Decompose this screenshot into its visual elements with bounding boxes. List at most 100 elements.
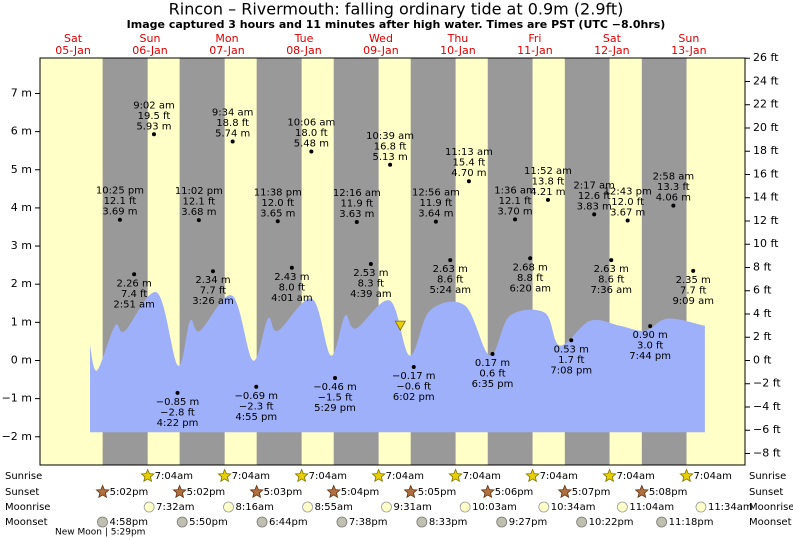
extreme-label: 7.7 ft (680, 285, 706, 296)
extreme-dot (289, 265, 294, 270)
extreme-label: 8.8 ft (517, 273, 543, 284)
extreme-label: 15.4 ft (453, 158, 486, 169)
extreme-label: 12:16 am (333, 188, 381, 199)
extreme-dot (648, 324, 653, 329)
extreme-label: 8.0 ft (279, 282, 305, 293)
day-weekday: Tue (294, 32, 314, 45)
sunset-time: 5:02pm (187, 487, 226, 498)
day-date: 09-Jan (363, 44, 399, 57)
extreme-label: 2.34 m (195, 275, 230, 286)
extreme-label: 0.53 m (554, 344, 589, 355)
extreme-label: 8.6 ft (437, 275, 463, 286)
extreme-label: 13.8 ft (532, 176, 565, 187)
extreme-label: 3.64 m (418, 209, 453, 220)
sunrise-icon (602, 468, 617, 483)
extreme-label: 18.8 ft (216, 118, 249, 129)
extreme-dot (609, 258, 614, 263)
moonrise-time: 7:32am (156, 502, 194, 513)
moonrise-icon (459, 501, 471, 513)
moonrise-time: 11:04am (629, 502, 674, 513)
extreme-label: 9:09 am (672, 296, 714, 307)
extreme-dot (354, 220, 359, 225)
moonset-time: 5:50pm (189, 517, 228, 528)
extreme-label: 10:39 am (366, 131, 414, 142)
extreme-label: 4:22 pm (157, 418, 199, 429)
sunrise-time: 7:04am (694, 471, 732, 482)
extreme-label: 5:24 am (429, 285, 471, 296)
y2-tick-label: 6 ft (753, 284, 772, 297)
current-tide-marker (394, 320, 406, 331)
extreme-label: 16.8 ft (374, 141, 407, 152)
extreme-label: 3.70 m (497, 206, 532, 217)
y2-tick-label: 26 ft (753, 51, 779, 64)
day-date: 11-Jan (517, 44, 553, 57)
extreme-label: 0.17 m (475, 358, 510, 369)
moonrise-icon (381, 501, 392, 513)
sunset-row-label-right: Sunset (749, 487, 783, 498)
extreme-label: 11:02 pm (175, 186, 223, 197)
extreme-label: 11:13 am (445, 147, 493, 158)
extreme-label: −0.6 ft (396, 381, 431, 392)
moonset-icon (97, 516, 108, 528)
extreme-label: 4.06 m (656, 193, 691, 204)
sunset-time: 5:08pm (649, 487, 688, 498)
extreme-label: 2.63 m (433, 264, 468, 275)
y2-tick-label: −4 ft (753, 400, 781, 413)
sunset-icon (403, 484, 418, 499)
extreme-label: 18.0 ft (295, 128, 328, 139)
moonset-icon (656, 516, 668, 528)
day-date: 08-Jan (286, 44, 322, 57)
extreme-label: 9:34 am (212, 108, 254, 119)
moonrise-icon (302, 501, 313, 513)
y2-tick-label: 2 ft (753, 330, 772, 343)
moonset-icon (576, 516, 588, 528)
moonset-time: 9:27pm (509, 517, 548, 528)
moonset-time: 7:38pm (349, 517, 388, 528)
y2-tick-label: 0 ft (753, 353, 772, 366)
day-date: 10-Jan (440, 44, 476, 57)
extreme-label: 6:20 am (509, 283, 551, 294)
extreme-label: 3.83 m (577, 201, 612, 212)
extreme-label: 7:44 pm (629, 351, 671, 362)
extreme-label: 1.7 ft (558, 355, 584, 366)
extreme-dot (545, 197, 550, 202)
extreme-dot (448, 258, 453, 263)
extreme-dot (151, 132, 156, 137)
moonset-icon (176, 516, 188, 528)
extreme-label: 0.6 ft (479, 369, 505, 380)
sunset-time: 5:05pm (418, 487, 457, 498)
sunrise-time: 7:04am (155, 471, 193, 482)
moonrise-icon (223, 501, 234, 513)
y-tick-label: −1 m (2, 392, 32, 405)
plot-frame (39, 57, 746, 466)
y2-tick-label: 24 ft (753, 74, 779, 87)
y2-tick-label: 8 ft (753, 260, 772, 273)
y2-tick-label: 22 ft (753, 98, 779, 111)
moonrise-icon (143, 501, 155, 513)
sunrise-time: 7:04am (309, 471, 347, 482)
extreme-dot (254, 384, 259, 389)
moonset-icon (336, 516, 348, 528)
extreme-label: 5.93 m (136, 121, 171, 132)
sunset-time: 5:04pm (341, 487, 380, 498)
extreme-label: 12.0 ft (261, 198, 294, 209)
day-weekday: Sat (603, 32, 622, 45)
moonrise-row-label-right: Moonrise (749, 502, 793, 513)
moonrise-row-label: Moonrise (5, 502, 50, 513)
y2-tick-label: 20 ft (753, 121, 779, 134)
extreme-label: 2.63 m (594, 264, 629, 275)
tide-area (90, 291, 705, 433)
extreme-label: 5.13 m (373, 152, 408, 163)
sunset-icon (557, 484, 572, 499)
sunset-time: 5:07pm (572, 487, 611, 498)
extreme-label: −2.3 ft (239, 401, 274, 412)
y-tick-label: 6 m (11, 125, 32, 138)
extreme-dot (368, 261, 373, 266)
extreme-dot (117, 217, 122, 222)
sunrise-icon (371, 468, 386, 483)
sunrise-time: 7:04am (232, 471, 270, 482)
extreme-dot (230, 139, 235, 144)
extreme-label: −0.17 m (392, 371, 436, 382)
extreme-label: 10:06 am (287, 117, 335, 128)
